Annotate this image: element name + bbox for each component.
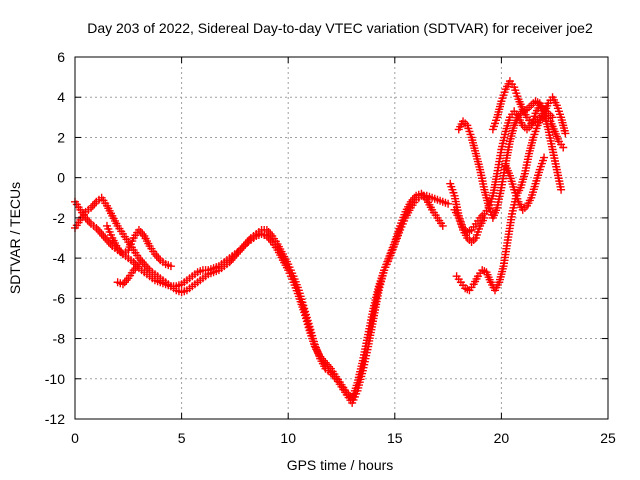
series-arc-3 (102, 221, 175, 271)
x-tick-label: 5 (178, 430, 186, 446)
y-tick-label: -8 (53, 331, 66, 347)
series-arc-8 (488, 77, 570, 138)
plot-border (74, 56, 609, 420)
chart-title: Day 203 of 2022, Sidereal Day-to-day VTE… (87, 20, 593, 36)
x-tick-label: 25 (600, 430, 616, 446)
data-point (438, 221, 447, 230)
series-arc-7 (454, 97, 557, 222)
series-arc-6 (452, 111, 568, 295)
data-point (559, 143, 568, 152)
y-tick-label: -10 (45, 371, 65, 387)
data-point (166, 262, 175, 271)
x-tick-label: 0 (71, 430, 79, 446)
y-axis-label: SDTVAR / TECUs (7, 182, 23, 294)
data-layer (71, 77, 570, 407)
data-point (548, 113, 557, 122)
y-tick-label: -6 (53, 290, 66, 306)
x-tick-label: 10 (280, 430, 296, 446)
y-tick-label: 2 (57, 129, 65, 145)
data-point (444, 199, 453, 208)
x-axis-label: GPS time / hours (287, 457, 394, 473)
x-tick-label: 20 (494, 430, 510, 446)
data-point (134, 260, 143, 269)
y-tick-label: -2 (53, 210, 66, 226)
series-arc-4 (113, 260, 143, 289)
series-arc-10 (501, 153, 549, 214)
y-tick-label: 4 (57, 89, 65, 105)
x-tick-label: 15 (387, 430, 403, 446)
series-arc-9 (450, 205, 489, 247)
y-tick-label: 6 (57, 49, 65, 65)
ticks: 0 5 10 15 20 25 -12 -10 -8 -6 -4 -2 0 2 4 6 (45, 49, 616, 446)
y-tick-label: -4 (53, 250, 66, 266)
data-point (561, 129, 570, 138)
y-tick-label: 0 (57, 170, 65, 186)
data-point (557, 185, 566, 194)
data-point (540, 153, 549, 162)
data-point (480, 213, 489, 222)
y-tick-label: -12 (45, 411, 65, 427)
